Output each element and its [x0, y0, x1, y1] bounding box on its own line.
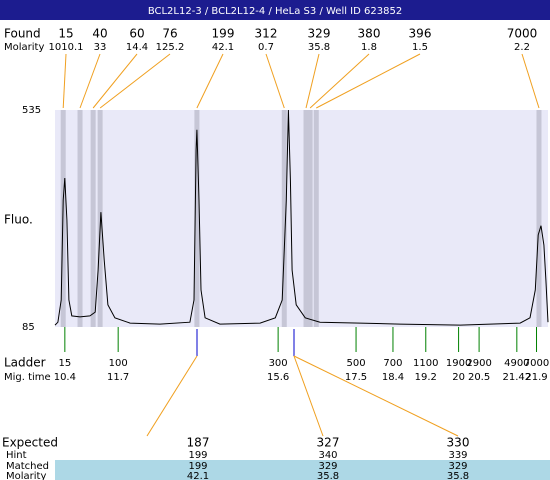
peak-leader [92, 53, 138, 109]
found-molarity: 125.2 [156, 42, 185, 53]
expected-hint: 339 [448, 450, 467, 461]
found-molarity: 2.2 [514, 42, 530, 53]
peak-band [90, 110, 96, 327]
found-size: 76 [162, 27, 177, 41]
found-molarity: 1010.1 [49, 42, 84, 53]
ladder-size: 15 [58, 358, 71, 369]
header-bar [0, 0, 550, 20]
ladder-label: Ladder [4, 356, 46, 370]
found-size: 15 [58, 27, 73, 41]
trace [54, 109, 549, 326]
ladder-size: 100 [109, 358, 128, 369]
expected-row-label: Molarity [6, 471, 46, 480]
ladder-time: 18.4 [382, 372, 404, 383]
ladder-time: 21.42 [503, 372, 532, 383]
ladder-time: 20.5 [468, 372, 490, 383]
ladder-time: 11.7 [107, 372, 129, 383]
expected-row-label: Hint [6, 450, 27, 461]
expected-molarity: 42.1 [187, 471, 209, 480]
peak-band [536, 110, 542, 327]
peak-leader [521, 53, 540, 109]
ladder-size: 1900 [446, 358, 471, 369]
found-size: 312 [255, 27, 278, 41]
ladder-time: 10.4 [54, 372, 76, 383]
found-molarity: 14.4 [126, 42, 148, 53]
found-size: 329 [308, 27, 331, 41]
ladder-size: 4900 [504, 358, 529, 369]
peak-leader [62, 53, 67, 109]
peak-leader [316, 53, 421, 109]
plot-area [55, 110, 548, 327]
ladder-size: 1100 [413, 358, 438, 369]
expected-row-label: Expected [2, 436, 58, 450]
ladder-time: 20 [452, 372, 465, 383]
peak-band [303, 110, 309, 327]
expected-expected: 330 [447, 436, 470, 450]
ladder-size: 700 [383, 358, 402, 369]
found-size: 60 [129, 27, 144, 41]
expected-row-label: Matched [6, 461, 49, 472]
expected-matched: 199 [188, 461, 207, 472]
found-molarity: 1.5 [412, 42, 428, 53]
found-molarity: 33 [94, 42, 107, 53]
expected-link [293, 355, 459, 437]
found-size: 199 [212, 27, 235, 41]
found-molarity: 42.1 [212, 42, 234, 53]
ladder-time: 17.5 [345, 372, 367, 383]
expected-expected: 187 [187, 436, 210, 450]
ladder-size: 7000 [524, 358, 549, 369]
peak-band [281, 110, 287, 327]
peak-band [307, 110, 313, 327]
expected-hint: 199 [188, 450, 207, 461]
expected-expected: 327 [317, 436, 340, 450]
ladder-size: 500 [347, 358, 366, 369]
found-molarity: 1.8 [361, 42, 377, 53]
peak-band [194, 110, 200, 327]
header-title: BCL2L12-3 / BCL2L12-4 / HeLa S3 / Well I… [148, 6, 402, 17]
expected-matched: 329 [448, 461, 467, 472]
expected-link [146, 355, 198, 437]
molarity-label: Molarity [4, 42, 44, 53]
expected-link [293, 355, 324, 437]
found-size: 380 [358, 27, 381, 41]
found-size: 7000 [507, 27, 538, 41]
peak-leader [99, 53, 171, 109]
peak-leader [79, 53, 101, 109]
found-molarity: 35.8 [308, 42, 330, 53]
peak-leader [265, 53, 285, 109]
found-label: Found [4, 27, 41, 41]
peak-band [313, 110, 319, 327]
peak-leader [196, 53, 224, 109]
y-axis-label: Fluo. [4, 213, 33, 227]
expected-molarity: 35.8 [447, 471, 469, 480]
ladder-time: 15.6 [267, 372, 289, 383]
y-tick-label: 85 [22, 322, 35, 333]
expected-molarity: 35.8 [317, 471, 339, 480]
expected-matched: 329 [318, 461, 337, 472]
mig-time-label: Mig. time [4, 372, 51, 383]
expected-hint: 340 [318, 450, 337, 461]
found-molarity: 0.7 [258, 42, 274, 53]
ladder-time: 21.9 [525, 372, 547, 383]
peak-leader [309, 53, 370, 109]
found-size: 396 [409, 27, 432, 41]
found-size: 40 [92, 27, 107, 41]
y-tick-label: 535 [22, 105, 41, 116]
ladder-size: 2900 [466, 358, 491, 369]
ladder-size: 300 [269, 358, 288, 369]
matched-rows-bg [55, 460, 550, 480]
ladder-time: 19.2 [415, 372, 437, 383]
peak-leader [305, 53, 320, 109]
peak-band [77, 110, 83, 327]
